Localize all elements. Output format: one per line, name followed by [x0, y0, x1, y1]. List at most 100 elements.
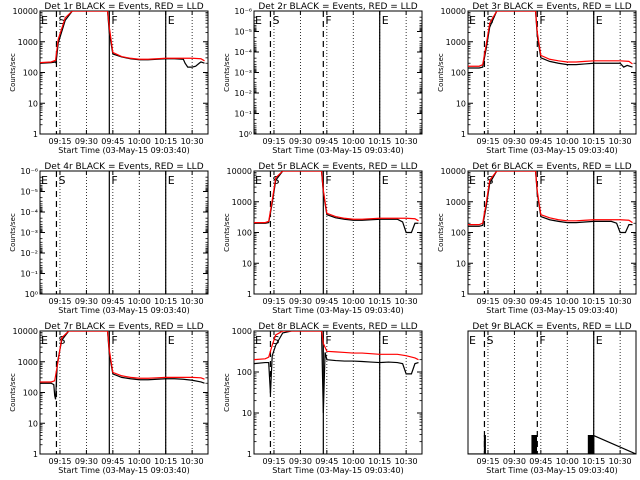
x-axis-title: Start Time (03-May-15 09:03:40)	[58, 466, 189, 475]
y-tick-label: 1	[461, 130, 466, 139]
x-tick-label: 09:45	[315, 457, 338, 466]
y-tick-label: 10000	[13, 7, 38, 16]
marker-label: E	[382, 14, 389, 27]
x-tick-label: 09:30	[503, 137, 526, 146]
chart-title: Det 7r BLACK = Events, RED = LLD	[44, 322, 203, 332]
y-tick-label: 10⁻¹	[234, 110, 252, 119]
x-tick-label: 09:45	[315, 137, 338, 146]
y-tick-label: 10⁻⁵	[20, 188, 38, 197]
chart-title: Det 2r BLACK = Events, RED = LLD	[258, 2, 417, 12]
chart-title: Det 5r BLACK = Events, RED = LLD	[258, 162, 417, 172]
x-tick-label: 09:30	[289, 297, 312, 306]
y-tick-label: 100	[451, 69, 466, 78]
marker-label-start: E	[41, 334, 48, 347]
x-tick-label: 09:15	[476, 297, 499, 306]
x-tick-label: 09:15	[262, 297, 285, 306]
plot-frame	[467, 330, 637, 455]
y-axis-title: Counts/sec	[223, 373, 231, 412]
x-tick-label: 09:15	[262, 137, 285, 146]
chart-panel: Det 5r BLACK = Events, RED = LLD 09:15 09:…	[223, 162, 423, 315]
y-tick-label: 10	[28, 99, 38, 108]
x-tick-label: 10:00	[342, 297, 365, 306]
y-tick-label: 1000	[232, 327, 252, 336]
y-tick-label: 10⁻³	[234, 69, 252, 78]
x-tick-label: 10:15	[582, 457, 605, 466]
chart-panel: Det 2r BLACK = Events, RED = LLD 09:15 09:…	[223, 2, 423, 155]
y-axis-title: Counts/sec	[223, 53, 231, 92]
x-tick-label: 09:45	[529, 457, 552, 466]
x-tick-label: 10:30	[181, 457, 204, 466]
x-tick-label: 09:30	[289, 457, 312, 466]
marker-label: F	[539, 14, 545, 27]
y-tick-label: 10	[28, 419, 38, 428]
plot-frame	[253, 170, 423, 295]
x-axis-title: Start Time (03-May-15 09:03:40)	[272, 466, 403, 475]
marker-label: E	[168, 174, 175, 187]
marker-label-start: E	[255, 334, 262, 347]
plot-frame	[467, 10, 637, 135]
marker-label: F	[111, 174, 117, 187]
chart-panel: Det 9r BLACK = Events, RED = LLD 09:15 09:…	[467, 322, 637, 475]
y-tick-label: 100	[237, 229, 252, 238]
x-tick-label: 09:45	[101, 457, 124, 466]
plot-frame	[39, 170, 209, 295]
chart-title: Det 6r BLACK = Events, RED = LLD	[472, 162, 631, 172]
x-tick-label: 10:15	[154, 457, 177, 466]
y-tick-label: 10⁰	[239, 130, 252, 139]
x-tick-label: 10:00	[556, 297, 579, 306]
y-tick-label: 10000	[441, 7, 466, 16]
x-tick-label: 10:00	[342, 457, 365, 466]
x-tick-label: 09:15	[262, 457, 285, 466]
marker-label: F	[325, 14, 331, 27]
x-tick-label: 10:15	[154, 137, 177, 146]
y-tick-label: 10	[242, 259, 252, 268]
y-tick-label: 10⁻³	[20, 229, 38, 238]
x-tick-label: 10:30	[395, 297, 418, 306]
y-tick-label: 1000	[446, 198, 466, 207]
x-tick-label: 09:30	[289, 137, 312, 146]
marker-label: F	[539, 174, 545, 187]
chart-panel: Det 4r BLACK = Events, RED = LLD 09:15 09:…	[9, 162, 209, 315]
chart-panel: Det 8r BLACK = Events, RED = LLD 09:15 09:…	[223, 322, 423, 475]
y-tick-label: 1	[247, 450, 252, 459]
y-tick-label: 10000	[227, 167, 252, 176]
x-tick-label: 09:15	[48, 297, 71, 306]
x-axis-title: Start Time (03-May-15 09:03:40)	[486, 466, 617, 475]
series-line-lld	[468, 171, 633, 226]
x-tick-label: 09:15	[476, 137, 499, 146]
marker-label: F	[325, 334, 331, 347]
y-tick-label: 1000	[232, 198, 252, 207]
y-tick-label: 10⁻²	[20, 249, 38, 258]
x-tick-label: 09:30	[75, 297, 98, 306]
chart-panel: Det 1r BLACK = Events, RED = LLD 09:15 09:…	[9, 2, 209, 155]
x-tick-label: 10:00	[342, 137, 365, 146]
plot-frame	[39, 330, 209, 455]
y-tick-label: 1000	[446, 38, 466, 47]
plot-frame	[253, 330, 423, 455]
x-axis-title: Start Time (03-May-15 09:03:40)	[272, 146, 403, 155]
chart-title: Det 4r BLACK = Events, RED = LLD	[44, 162, 203, 172]
marker-label: S	[272, 14, 279, 27]
marker-label-start: E	[41, 174, 48, 187]
series-line-lld	[254, 331, 419, 361]
marker-label: E	[596, 334, 603, 347]
x-tick-label: 09:45	[529, 297, 552, 306]
series-line-events	[468, 11, 633, 69]
x-tick-label: 10:30	[395, 137, 418, 146]
series-line-lld	[40, 11, 205, 64]
marker-label: S	[58, 14, 65, 27]
y-tick-label: 1	[461, 290, 466, 299]
x-tick-label: 10:30	[181, 137, 204, 146]
y-tick-label: 10000	[441, 167, 466, 176]
x-tick-label: 10:15	[582, 137, 605, 146]
x-tick-label: 10:30	[609, 297, 632, 306]
y-axis-title: Counts/sec	[437, 213, 445, 252]
marker-label-start: E	[469, 334, 476, 347]
x-tick-label: 10:00	[128, 137, 151, 146]
y-tick-label: 100	[237, 368, 252, 377]
y-tick-label: 10⁻⁴	[234, 48, 252, 57]
x-tick-label: 10:00	[128, 457, 151, 466]
series-line-lld	[40, 331, 205, 383]
marker-label-start: E	[469, 14, 476, 27]
y-tick-label: 10	[242, 409, 252, 418]
